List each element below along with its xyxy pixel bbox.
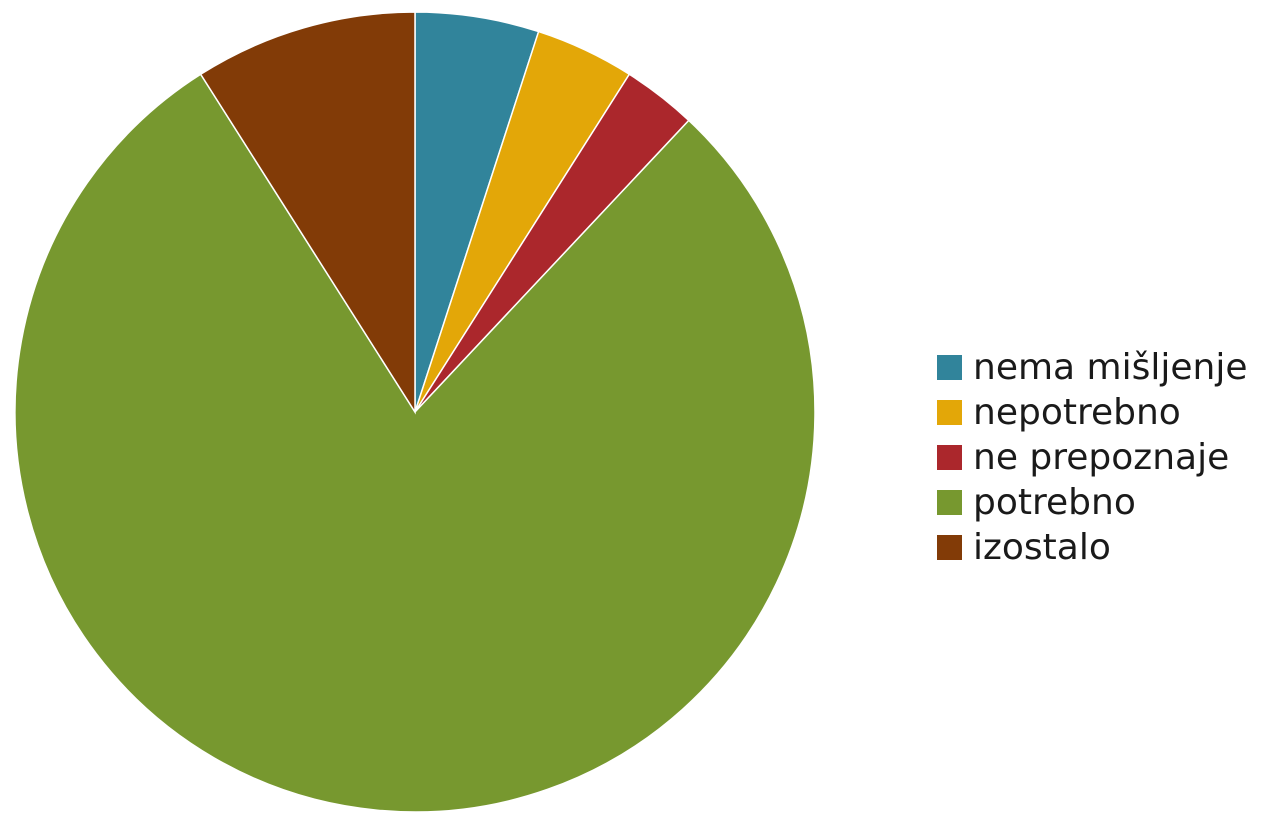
legend-label: potrebno [973,482,1136,523]
legend-swatch [937,535,962,560]
legend-label: izostalo [973,527,1111,568]
pie-slice-potrebno [14,73,816,813]
legend: nema mišljenje nepotrebno ne prepoznaje pot… [937,345,1257,570]
legend-swatch [937,355,962,380]
legend-item: nema mišljenje [937,345,1257,390]
legend-label: nema mišljenje [973,347,1248,388]
legend-swatch [937,490,962,515]
legend-item: nepotrebno [937,390,1257,435]
pie-slices [14,11,816,813]
legend-item: ne prepoznaje [937,435,1257,480]
pie-slice-izostalo [199,11,416,415]
legend-item: izostalo [937,525,1257,570]
legend-swatch [937,400,962,425]
legend-label: nepotrebno [973,392,1181,433]
legend-item: potrebno [937,480,1257,525]
legend-swatch [937,445,962,470]
legend-label: ne prepoznaje [973,437,1230,478]
